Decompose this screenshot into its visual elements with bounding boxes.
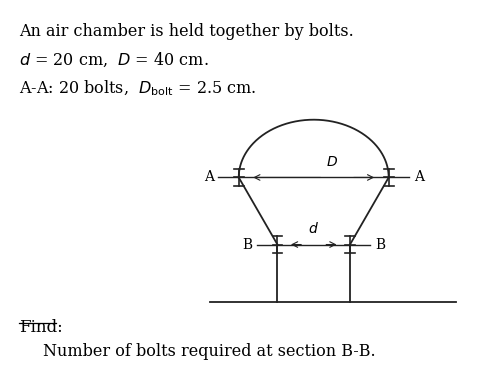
Text: B: B	[375, 237, 385, 251]
Text: A-A: 20 bolts,  $D_{\mathrm{bolt}}$ = 2.5 cm.: A-A: 20 bolts, $D_{\mathrm{bolt}}$ = 2.5…	[19, 79, 256, 98]
Text: An air chamber is held together by bolts.: An air chamber is held together by bolts…	[19, 23, 353, 40]
Text: A: A	[204, 170, 214, 184]
Text: A: A	[414, 170, 424, 184]
Text: Number of bolts required at section B-B.: Number of bolts required at section B-B.	[43, 343, 375, 360]
Text: B: B	[242, 237, 252, 251]
Text: $d$ = 20 cm,  $D$ = 40 cm.: $d$ = 20 cm, $D$ = 40 cm.	[19, 51, 208, 69]
Text: $D$: $D$	[326, 155, 338, 169]
Text: $d$: $d$	[308, 221, 319, 236]
Text: Find:: Find:	[19, 319, 62, 336]
